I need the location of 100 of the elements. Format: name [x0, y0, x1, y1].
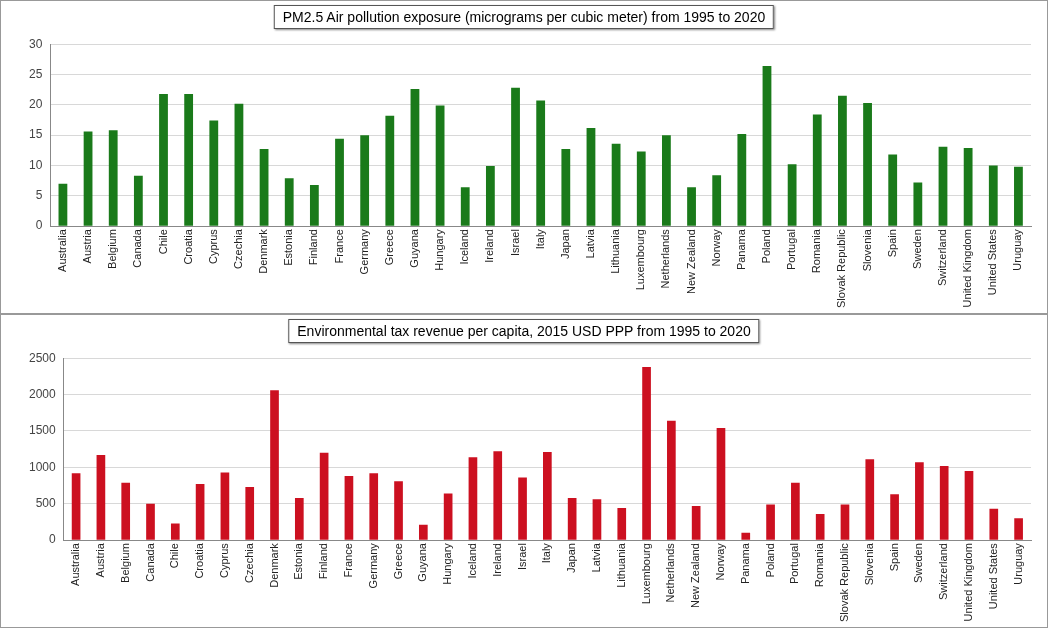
x-tick-label: Ireland [490, 543, 503, 577]
bar [667, 420, 676, 540]
x-tick-label: France [332, 229, 345, 264]
x-tick-label: Australia [55, 228, 68, 272]
bar [592, 499, 602, 540]
x-tick-label: United Kingdom [962, 543, 975, 622]
bar [443, 493, 453, 540]
x-tick-label: New Zealand [684, 229, 697, 294]
x-tick-label: Romania [810, 228, 823, 274]
bar [360, 135, 370, 226]
x-tick-label: Portugal [785, 229, 798, 271]
bar [344, 476, 354, 540]
bar [284, 178, 294, 226]
x-tick-label: Slovak Republic [835, 228, 848, 308]
bar [636, 151, 646, 226]
bar [840, 504, 850, 540]
bar [385, 115, 395, 226]
y-tick-label: 25 [28, 66, 43, 81]
bar [988, 165, 998, 226]
x-tick-label: Latvia [589, 542, 602, 573]
y-tick-label: 10 [28, 157, 43, 172]
x-tick-label: Australia [69, 542, 82, 586]
x-tick-label: Portugal [788, 543, 801, 585]
bar [511, 87, 520, 226]
x-tick-label: Switzerland [936, 229, 949, 286]
x-tick-label: United Kingdom [961, 229, 974, 308]
bar [611, 143, 621, 226]
x-tick-label: Austria [93, 542, 106, 578]
y-tick-label: 1000 [28, 459, 57, 474]
x-tick-label: Italy [540, 542, 553, 564]
bar [435, 105, 445, 226]
bar [890, 494, 899, 540]
bar [468, 457, 478, 540]
bar [543, 452, 552, 540]
x-tick-label: Poland [760, 229, 773, 264]
x-tick-label: Luxembourg [639, 543, 652, 605]
x-tick-label: Belgium [106, 229, 119, 269]
bar [815, 513, 825, 540]
bar [209, 120, 219, 226]
x-tick-label: France [341, 543, 354, 578]
x-tick-label: Denmark [257, 228, 270, 274]
x-tick-label: Greece [382, 229, 395, 266]
x-tick-label: Denmark [267, 542, 280, 588]
chart-title: PM2.5 Air pollution exposure (micrograms per cubic meter) from 1995 to 2020 [273, 5, 775, 29]
x-tick-label: Austria [81, 228, 94, 264]
bar [1014, 518, 1023, 540]
y-tick-label: 15 [28, 127, 43, 142]
bar [170, 523, 180, 540]
x-tick-label: Switzerland [937, 543, 950, 600]
x-tick-label: Ireland [483, 229, 496, 263]
bar [394, 481, 403, 540]
y-tick-label: 0 [49, 532, 57, 547]
bar [245, 487, 255, 540]
x-tick-label: New Zealand [689, 543, 702, 608]
bar [964, 470, 974, 540]
x-tick-label: Guyana [407, 228, 420, 268]
bar [567, 497, 577, 540]
x-tick-label: Iceland [458, 229, 471, 265]
bar [418, 524, 428, 540]
bar [561, 149, 571, 226]
x-tick-label: Japan [565, 543, 578, 574]
chart-title: Environmental tax revenue per capita, 2015 USD PPP from 1995 to 2020 [288, 319, 760, 343]
y-tick-label: 5 [35, 188, 43, 203]
x-tick-label: Lithuania [614, 542, 627, 588]
bar [108, 130, 118, 226]
x-tick-label: Finland [317, 543, 330, 580]
x-tick-label: Netherlands [659, 228, 672, 289]
bar [460, 187, 470, 226]
x-tick-label: Czechia [242, 542, 255, 583]
bar [938, 146, 948, 226]
bar [121, 482, 131, 540]
x-tick-label: Croatia [193, 542, 206, 579]
bar [963, 147, 973, 226]
y-tick-label: 0 [35, 218, 43, 233]
bar [146, 503, 155, 540]
bar [939, 465, 949, 540]
x-tick-label: Germany [366, 542, 379, 589]
x-tick-label: Japan [558, 229, 571, 260]
bar [83, 131, 93, 226]
x-tick-label: Greece [391, 543, 404, 580]
bar [259, 149, 269, 226]
bar [712, 175, 722, 226]
bar [642, 366, 651, 540]
bar [58, 183, 68, 226]
x-tick-label: Latvia [583, 228, 596, 259]
x-tick-label: Romania [813, 542, 826, 588]
bar [270, 390, 279, 540]
x-tick-label: Hungary [441, 542, 454, 585]
x-tick-label: Czechia [231, 228, 244, 269]
x-tick-label: Sweden [910, 229, 923, 269]
x-tick-label: Canada [143, 542, 156, 582]
x-tick-label: Slovenia [860, 228, 873, 272]
bar [184, 93, 194, 226]
bar [913, 182, 923, 226]
y-tick-label: 2500 [28, 350, 57, 365]
bar [915, 462, 924, 540]
bar [888, 154, 898, 226]
x-tick-label: United States [986, 228, 999, 296]
bar [617, 508, 627, 540]
bar [586, 127, 596, 226]
